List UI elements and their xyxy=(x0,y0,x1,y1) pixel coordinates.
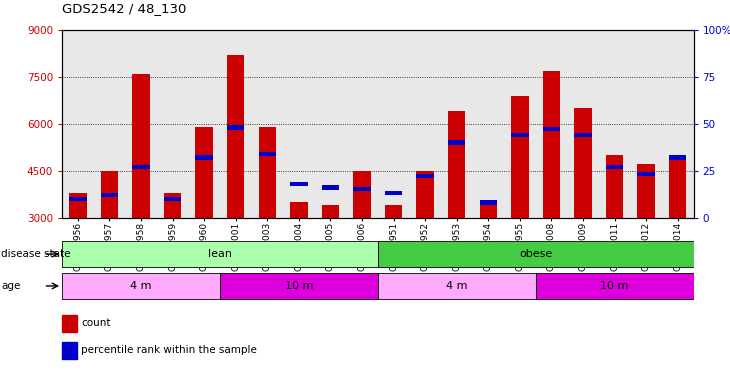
Bar xyxy=(132,74,150,217)
Bar xyxy=(637,164,655,218)
Text: GDS2542 / 48_130: GDS2542 / 48_130 xyxy=(62,2,186,15)
Bar xyxy=(69,192,87,217)
Bar xyxy=(62,273,220,298)
Bar xyxy=(322,205,339,218)
Bar xyxy=(258,152,276,156)
Bar xyxy=(62,242,378,267)
Bar xyxy=(480,202,497,217)
Bar xyxy=(132,165,150,169)
Text: count: count xyxy=(81,318,110,328)
Bar xyxy=(322,186,339,190)
Bar xyxy=(606,165,623,169)
Bar xyxy=(536,273,693,298)
Bar xyxy=(290,182,307,186)
Text: 10 m: 10 m xyxy=(285,281,313,291)
Bar xyxy=(378,273,536,298)
Bar xyxy=(416,171,434,217)
Bar xyxy=(353,188,371,191)
Bar xyxy=(575,108,592,218)
Bar xyxy=(164,196,181,201)
Bar xyxy=(511,133,529,137)
Bar xyxy=(606,155,623,218)
Bar xyxy=(480,200,497,205)
Bar xyxy=(69,196,87,201)
Bar xyxy=(378,242,694,267)
Text: 10 m: 10 m xyxy=(600,281,629,291)
Bar xyxy=(227,55,245,217)
Bar xyxy=(62,342,77,358)
Bar xyxy=(101,171,118,217)
Bar xyxy=(575,133,592,137)
Text: 4 m: 4 m xyxy=(446,281,467,291)
Bar xyxy=(416,174,434,178)
Bar xyxy=(227,125,245,130)
Text: lean: lean xyxy=(208,249,232,259)
Bar xyxy=(290,202,307,217)
Text: obese: obese xyxy=(519,249,553,259)
Text: 4 m: 4 m xyxy=(130,281,152,291)
Bar xyxy=(448,141,466,145)
Text: age: age xyxy=(1,281,21,291)
Bar xyxy=(196,155,213,160)
Bar xyxy=(511,96,529,218)
Bar xyxy=(258,127,276,218)
Bar xyxy=(669,155,686,218)
Bar xyxy=(220,273,378,298)
Bar xyxy=(353,171,371,217)
Bar xyxy=(637,172,655,177)
Bar xyxy=(164,192,181,217)
Bar xyxy=(196,127,213,218)
Text: disease state: disease state xyxy=(1,249,71,259)
Bar xyxy=(542,70,560,217)
Bar xyxy=(385,205,402,218)
Bar xyxy=(448,111,466,218)
Text: percentile rank within the sample: percentile rank within the sample xyxy=(81,345,257,355)
Bar xyxy=(542,128,560,132)
Bar xyxy=(385,191,402,195)
Bar xyxy=(62,315,77,332)
Bar xyxy=(669,155,686,160)
Bar xyxy=(101,193,118,197)
